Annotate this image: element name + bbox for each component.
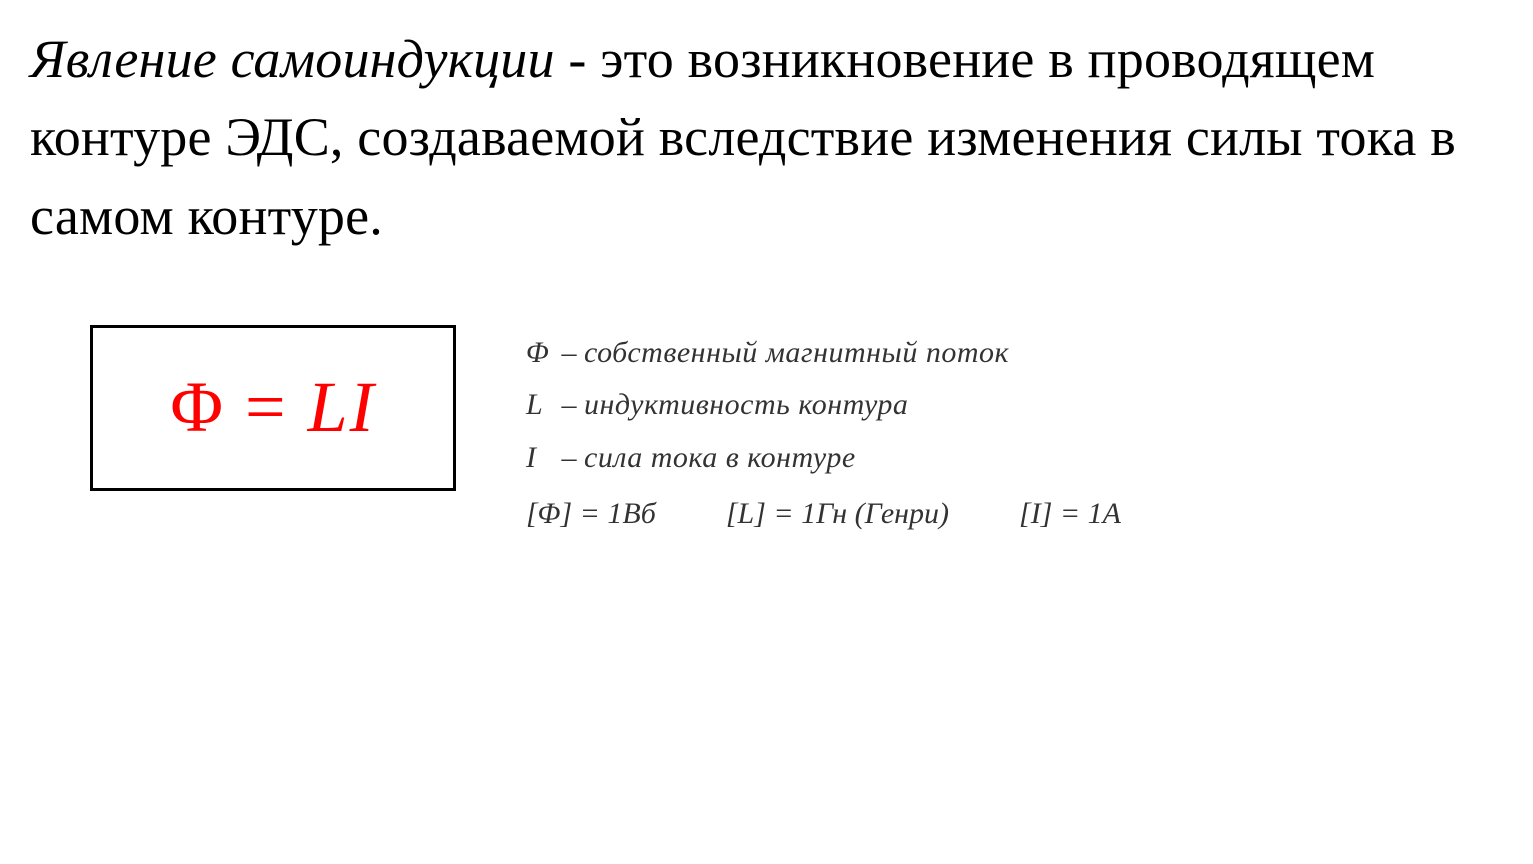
definition-term: Явление самоиндукции: [30, 29, 555, 89]
formula-phi: Φ: [170, 367, 225, 447]
legend-i-desc: сила тока в контуре: [584, 441, 856, 474]
formula-text: Φ = LI: [170, 366, 375, 449]
formula-i: I: [350, 367, 376, 447]
unit-i: [I] = 1А: [1019, 488, 1121, 541]
legend-i-dash: –: [554, 441, 584, 474]
formula-and-legend-row: Φ = LI Φ – собственный магнитный поток L…: [30, 325, 1503, 541]
legend-row-i: I – сила тока в контуре: [526, 432, 1121, 485]
legend-row-l: L – индуктивность контура: [526, 379, 1121, 432]
legend-phi-desc: собственный магнитный поток: [584, 336, 1009, 369]
units-row: [Φ] = 1Вб [L] = 1Гн (Генри) [I] = 1А: [526, 488, 1121, 541]
legend-l-dash: –: [554, 388, 584, 421]
legend-l-desc: индуктивность контура: [584, 388, 908, 421]
formula-equals: =: [225, 367, 308, 447]
legend-row-phi: Φ – собственный магнитный поток: [526, 327, 1121, 380]
formula-l: L: [308, 367, 350, 447]
unit-phi: [Φ] = 1Вб: [526, 488, 656, 541]
legend-i-symbol: I: [526, 432, 554, 485]
definition-separator: -: [555, 29, 601, 89]
formula-box: Φ = LI: [90, 325, 456, 491]
legend-phi-dash: –: [554, 336, 584, 369]
legend-phi-symbol: Φ: [526, 327, 554, 380]
definition-paragraph: Явление самоиндукции - это возникновение…: [30, 20, 1503, 255]
legend-l-symbol: L: [526, 379, 554, 432]
legend-block: Φ – собственный магнитный поток L – инду…: [526, 325, 1121, 541]
slide-content: Явление самоиндукции - это возникновение…: [0, 0, 1533, 541]
unit-l: [L] = 1Гн (Генри): [726, 488, 949, 541]
